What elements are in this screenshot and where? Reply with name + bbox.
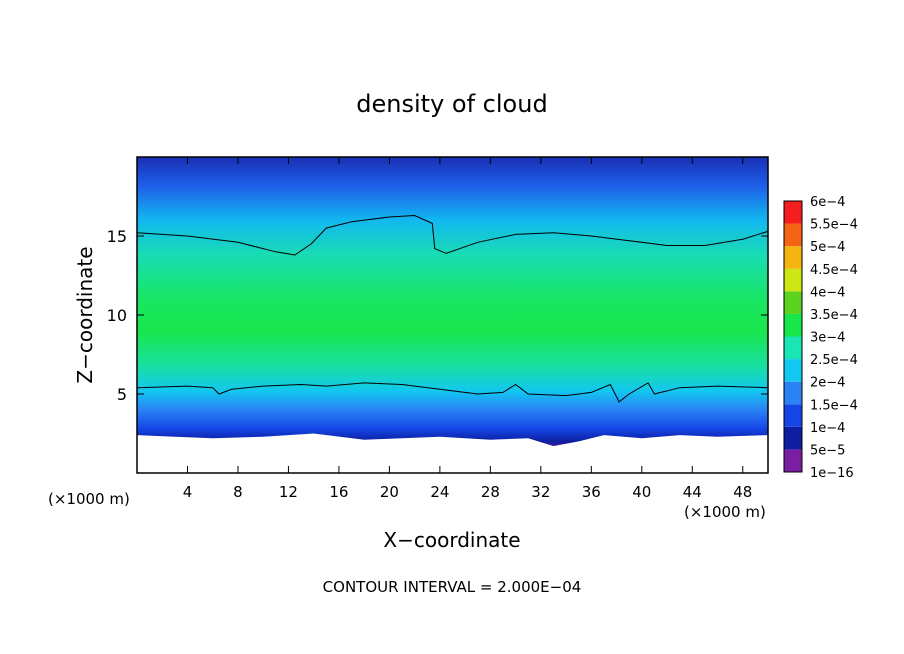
colorbar-label-11: 5.5e−4 <box>810 218 858 233</box>
plot-area <box>137 157 768 473</box>
x-tick-label-4: 20 <box>380 483 399 501</box>
contour-line-upper <box>137 214 768 256</box>
x-tick-label-1: 8 <box>233 483 243 501</box>
contour-interval-note: CONTOUR INTERVAL = 2.000E−04 <box>323 578 582 596</box>
colorbar-swatch-4 <box>784 359 802 382</box>
colorbar-label-4: 2e−4 <box>810 376 845 391</box>
colorbar-frame <box>783 200 803 473</box>
x-tick-label-11: 48 <box>733 483 752 501</box>
contour-line-lower <box>137 382 768 403</box>
colorbar-label-12: 6e−4 <box>810 195 845 210</box>
x-tick-label-2: 12 <box>279 483 298 501</box>
colorbar-label-0: 1e−16 <box>810 466 854 481</box>
colorbar-swatch-0 <box>784 449 802 472</box>
colorbar-label-6: 3e−4 <box>810 331 845 346</box>
colorbar-label-10: 5e−4 <box>810 240 845 255</box>
x-tick-label-0: 4 <box>183 483 193 501</box>
colorbar-swatch-9 <box>784 246 802 269</box>
y-axis-ticks: 5 10 15 <box>107 227 768 404</box>
chart-title: density of cloud <box>356 90 547 118</box>
density-field <box>137 157 768 473</box>
x-tick-label-8: 36 <box>582 483 601 501</box>
colorbar-label-8: 4e−4 <box>810 285 845 300</box>
x-tick-label-3: 16 <box>329 483 348 501</box>
colorbar-swatch-2 <box>784 404 802 427</box>
x-tick-label-9: 40 <box>632 483 651 501</box>
y-tick-label-0: 5 <box>117 385 127 404</box>
colorbar-label-1: 5e−5 <box>810 443 845 458</box>
x-tick-label-5: 24 <box>430 483 449 501</box>
x-tick-label-6: 28 <box>481 483 500 501</box>
colorbar-label-7: 3.5e−4 <box>810 308 858 323</box>
colorbar-label-2: 1e−4 <box>810 421 845 436</box>
colorbar-label-3: 1.5e−4 <box>810 398 858 413</box>
colorbar-swatch-1 <box>784 426 802 450</box>
x-axis-ticks: 4 8 12 16 20 24 28 32 36 40 44 48 <box>183 157 752 501</box>
colorbar: 1e−16 5e−5 1e−4 1.5e−4 2e−4 2.5e−4 3e−4 3.5e−4 4… <box>783 195 858 481</box>
x-axis-label: X−coordinate <box>383 528 520 552</box>
x-tick-label-10: 44 <box>683 483 702 501</box>
colorbar-swatch-5 <box>784 336 802 360</box>
colorbar-swatch-6 <box>784 313 802 337</box>
y-axis-label: Z−coordinate <box>73 246 97 383</box>
x-unit-left: (×1000 m) <box>48 490 130 508</box>
y-tick-label-1: 10 <box>107 306 127 325</box>
colorbar-swatch-11 <box>784 201 802 224</box>
x-tick-label-7: 32 <box>531 483 550 501</box>
colorbar-label-9: 4.5e−4 <box>810 263 858 278</box>
y-tick-label-2: 15 <box>107 227 127 246</box>
x-unit-right: (×1000 m) <box>684 503 766 521</box>
colorbar-label-5: 2.5e−4 <box>810 353 858 368</box>
cloud-free-region <box>137 433 768 473</box>
colorbar-swatch-3 <box>784 381 802 405</box>
colorbar-swatch-8 <box>784 268 802 292</box>
colorbar-swatch-10 <box>784 223 802 247</box>
colorbar-swatch-7 <box>784 291 802 314</box>
